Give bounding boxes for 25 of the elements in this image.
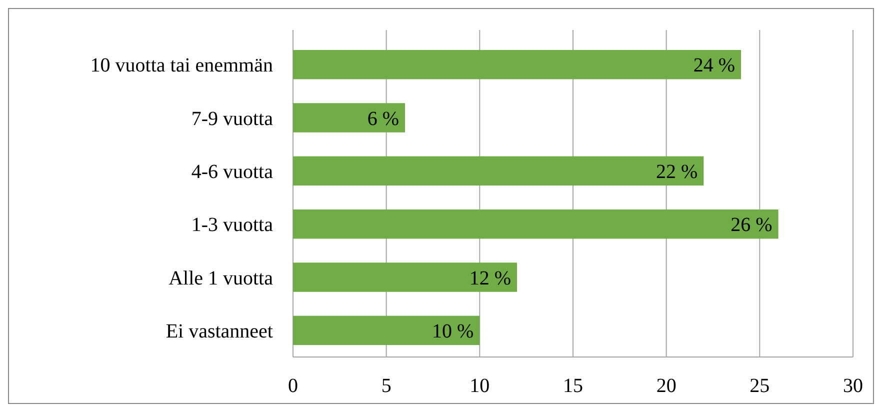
y-tick-label: Ei vastanneet <box>166 320 274 342</box>
y-tick-label: 4-6 vuotta <box>191 160 274 183</box>
y-tick-label: 7-9 vuotta <box>191 108 274 130</box>
y-tick-label: 10 vuotta tai enemmän <box>90 54 273 77</box>
bar <box>293 209 778 239</box>
x-tick-label: 25 <box>750 375 770 397</box>
data-label: 26 % <box>730 214 772 236</box>
y-tick-label: 1-3 vuotta <box>191 214 274 236</box>
x-tick-label: 5 <box>381 375 392 397</box>
x-tick-label: 10 <box>470 375 490 397</box>
bar <box>293 156 704 186</box>
data-label: 12 % <box>469 267 511 290</box>
x-tick-label: 30 <box>843 375 863 397</box>
bar <box>293 50 741 80</box>
x-tick-label: 0 <box>288 375 298 397</box>
x-tick-label: 15 <box>563 375 583 397</box>
data-label: 6 % <box>367 108 399 130</box>
data-label: 10 % <box>432 320 474 342</box>
x-tick-label: 20 <box>656 375 676 397</box>
bar <box>293 103 405 132</box>
y-tick-label: Alle 1 vuotta <box>168 267 274 290</box>
data-label: 22 % <box>656 160 698 183</box>
bar <box>293 316 480 346</box>
data-label: 24 % <box>693 54 735 77</box>
bar <box>293 262 517 292</box>
